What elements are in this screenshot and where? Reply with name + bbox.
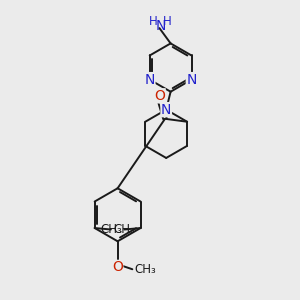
Text: N: N <box>186 73 197 87</box>
Text: CH₃: CH₃ <box>100 223 122 236</box>
Text: H: H <box>148 15 157 28</box>
Text: N: N <box>161 103 171 117</box>
Text: O: O <box>154 89 165 103</box>
Text: O: O <box>112 260 123 274</box>
Text: N: N <box>145 73 155 87</box>
Text: CH₃: CH₃ <box>113 223 135 236</box>
Text: CH₃: CH₃ <box>134 263 156 276</box>
Text: N: N <box>156 19 166 33</box>
Text: H: H <box>163 15 172 28</box>
